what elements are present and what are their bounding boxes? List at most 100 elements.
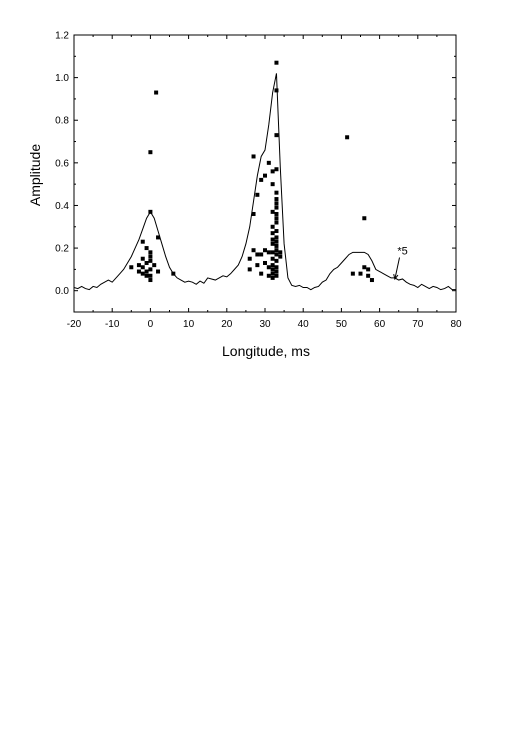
annotation-arrow [394,257,401,280]
scatter-point [247,267,252,272]
x-tick-label: 70 [412,319,424,330]
scatter-point [255,252,260,257]
scatter-point [274,190,279,195]
scatter-point [274,239,279,244]
scatter-point [270,169,275,174]
scatter-point [274,197,279,202]
scatter-point [266,273,271,278]
scatter-point [362,265,367,270]
y-tick-label: 0.0 [55,286,69,297]
scatter-point [148,258,153,263]
y-tick-label: 0.8 [55,116,69,127]
scatter-point [259,177,264,182]
scatter-point [274,133,279,138]
scatter-point [144,269,149,274]
scatter-point [274,243,279,248]
scatter-point [270,182,275,187]
scatter-point [274,60,279,65]
scatter-point [148,250,153,255]
scatter-point [270,263,275,268]
scatter-point [259,252,264,257]
x-tick-label: 0 [148,319,154,330]
scatter-point [144,246,149,251]
scatter-point [140,271,145,276]
scatter-point [278,250,283,255]
scatter-point [274,265,279,270]
scatter-point [270,267,275,272]
scatter-point [274,258,279,263]
scatter-point [251,248,256,253]
scatter-point [152,263,157,268]
scatter-point [274,167,279,172]
scatter-point [171,271,176,276]
scatter-point [270,271,275,276]
scatter-point [366,273,371,278]
scatter-point [274,229,279,234]
scatter-point [255,192,260,197]
scatter-point [274,201,279,206]
scatter-point [369,278,374,283]
scatter-point [251,154,256,159]
scatter-point [274,252,279,257]
scatter-point [366,267,371,272]
y-tick-label: 0.4 [55,201,69,212]
scatter-point [270,209,275,214]
annotation-arrow-head [393,273,399,281]
scatter-point [148,209,153,214]
scatter-point [270,275,275,280]
scatter-point [274,273,279,278]
y-tick-label: 0.2 [55,244,69,255]
y-tick-label: 1.0 [55,73,69,84]
y-tick-label: 1.2 [55,31,69,42]
scatter-point [140,256,145,261]
plot-frame [73,34,457,313]
scatter-point [136,263,141,268]
scatter-point [350,271,355,276]
x-tick-label: -10 [105,319,120,330]
scatter-point [270,224,275,229]
x-axis-label: Longitude, ms [222,343,310,359]
x-tick-label: 20 [221,319,233,330]
scatter-point [129,265,134,270]
scatter-point [270,237,275,242]
scatter-point [274,235,279,240]
scatter-point [270,250,275,255]
scatter-point [270,256,275,261]
scatter-point [148,267,153,272]
scatter-point [274,269,279,274]
scatter-point [274,216,279,221]
scatter-point [156,269,161,274]
scatter-point [274,205,279,210]
scatter-point [274,88,279,93]
scatter-point [144,273,149,278]
x-tick-label: 30 [259,319,271,330]
scatter-point [259,271,264,276]
scatter-point [266,250,271,255]
amplitude-profile-line [73,73,456,291]
scatter-point [156,235,161,240]
scatter-point [136,269,141,274]
annotation-label: *5 [397,245,407,257]
axes: -20 -10 0 10 20 30 40 50 60 70 80 0.0 0.2 0.4 0.6 0.8 1.… [55,31,462,331]
scatter-point [266,265,271,270]
scatter-point [140,239,145,244]
x-tick-label: 10 [183,319,195,330]
scatter-point [270,231,275,236]
scatter-point [251,211,256,216]
x-tick-label: -20 [67,319,82,330]
scatter-point [154,90,159,95]
scatter-point [148,273,153,278]
scatter-point [148,254,153,259]
scatter-point [148,278,153,283]
scatter-point [274,220,279,225]
scatter-point [140,265,145,270]
scatter-point [274,248,279,253]
x-tick-label: 50 [336,319,348,330]
x-tick-label: 60 [374,319,386,330]
scatter-point [358,271,363,276]
x-tick-label: 40 [298,319,310,330]
scatter-point [255,263,260,268]
y-tick-label: 0.6 [55,158,69,169]
scatter-point [345,135,350,140]
scatter-point [274,211,279,216]
